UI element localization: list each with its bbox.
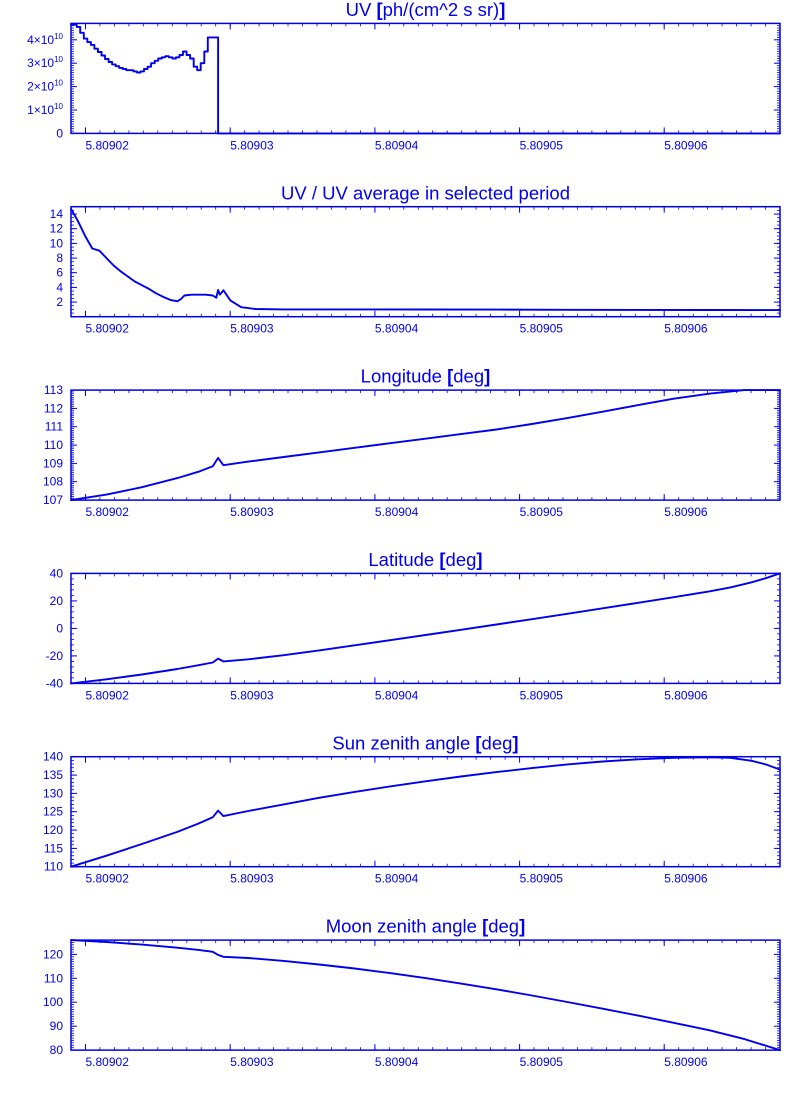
- svg-text:2: 2: [56, 295, 63, 309]
- svg-text:5.80905: 5.80905: [520, 1055, 564, 1069]
- svg-text:115: 115: [44, 841, 63, 855]
- svg-text:110: 110: [44, 860, 63, 874]
- svg-text:5.80904: 5.80904: [375, 1055, 419, 1069]
- svg-text:5.80902: 5.80902: [86, 872, 130, 886]
- svg-text:108: 108: [43, 475, 63, 489]
- svg-text:111: 111: [45, 420, 64, 434]
- svg-text:5.80904: 5.80904: [375, 322, 419, 336]
- svg-text:120: 120: [43, 947, 63, 961]
- svg-text:-40: -40: [46, 676, 64, 690]
- svg-text:107: 107: [43, 493, 63, 507]
- svg-text:5.80906: 5.80906: [664, 322, 708, 336]
- svg-text:Longitude [deg]: Longitude [deg]: [361, 366, 491, 387]
- svg-text:5.80905: 5.80905: [520, 505, 564, 519]
- svg-text:5.80903: 5.80903: [230, 138, 274, 152]
- svg-text:80: 80: [50, 1043, 64, 1057]
- svg-text:-20: -20: [46, 649, 64, 663]
- svg-text:5.80902: 5.80902: [86, 688, 130, 702]
- svg-text:5.80906: 5.80906: [664, 872, 708, 886]
- svg-text:5.80902: 5.80902: [86, 1055, 130, 1069]
- svg-text:5.80906: 5.80906: [664, 505, 708, 519]
- svg-text:130: 130: [43, 786, 63, 800]
- svg-text:8: 8: [56, 251, 63, 265]
- svg-text:5.80903: 5.80903: [230, 688, 274, 702]
- svg-text:5.80906: 5.80906: [664, 1055, 708, 1069]
- svg-text:0: 0: [56, 126, 63, 140]
- svg-text:120: 120: [43, 823, 63, 837]
- svg-text:5.80903: 5.80903: [230, 505, 274, 519]
- svg-text:109: 109: [43, 456, 63, 470]
- svg-text:5.80905: 5.80905: [520, 138, 564, 152]
- svg-text:5.80902: 5.80902: [86, 138, 130, 152]
- svg-text:Moon zenith angle [deg]: Moon zenith angle [deg]: [326, 916, 526, 937]
- svg-text:140: 140: [43, 750, 63, 764]
- svg-text:5.80903: 5.80903: [230, 322, 274, 336]
- svg-text:5.80904: 5.80904: [375, 138, 419, 152]
- svg-text:5.80906: 5.80906: [664, 138, 708, 152]
- svg-text:Latitude [deg]: Latitude [deg]: [368, 549, 482, 570]
- svg-text:90: 90: [50, 1019, 64, 1033]
- svg-text:20: 20: [50, 594, 64, 608]
- svg-text:UV [ph/(cm^2 s sr)]: UV [ph/(cm^2 s sr)]: [346, 0, 506, 20]
- svg-text:5.80903: 5.80903: [230, 1055, 274, 1069]
- svg-text:5.80905: 5.80905: [520, 872, 564, 886]
- svg-text:5.80902: 5.80902: [86, 322, 130, 336]
- svg-text:5.80903: 5.80903: [230, 872, 274, 886]
- svg-text:113: 113: [44, 383, 63, 397]
- svg-text:UV / UV average in selected pe: UV / UV average in selected period: [281, 182, 570, 203]
- svg-text:100: 100: [43, 995, 63, 1009]
- svg-text:10: 10: [50, 236, 64, 250]
- svg-text:135: 135: [43, 768, 63, 782]
- svg-text:110: 110: [44, 971, 63, 985]
- svg-text:5.80904: 5.80904: [375, 505, 419, 519]
- svg-text:40: 40: [50, 566, 64, 580]
- svg-text:14: 14: [50, 207, 64, 221]
- svg-text:12: 12: [50, 222, 64, 236]
- svg-text:5.80905: 5.80905: [520, 322, 564, 336]
- svg-text:110: 110: [44, 438, 63, 452]
- svg-text:125: 125: [43, 805, 63, 819]
- svg-text:Sun zenith angle [deg]: Sun zenith angle [deg]: [332, 732, 518, 753]
- svg-text:5.80906: 5.80906: [664, 688, 708, 702]
- svg-text:5.80904: 5.80904: [375, 872, 419, 886]
- svg-text:5.80905: 5.80905: [520, 688, 564, 702]
- svg-text:0: 0: [56, 621, 63, 635]
- svg-text:6: 6: [56, 266, 63, 280]
- svg-text:5.80902: 5.80902: [86, 505, 130, 519]
- svg-text:112: 112: [44, 401, 63, 415]
- svg-text:4: 4: [56, 280, 63, 294]
- svg-text:5.80904: 5.80904: [375, 688, 419, 702]
